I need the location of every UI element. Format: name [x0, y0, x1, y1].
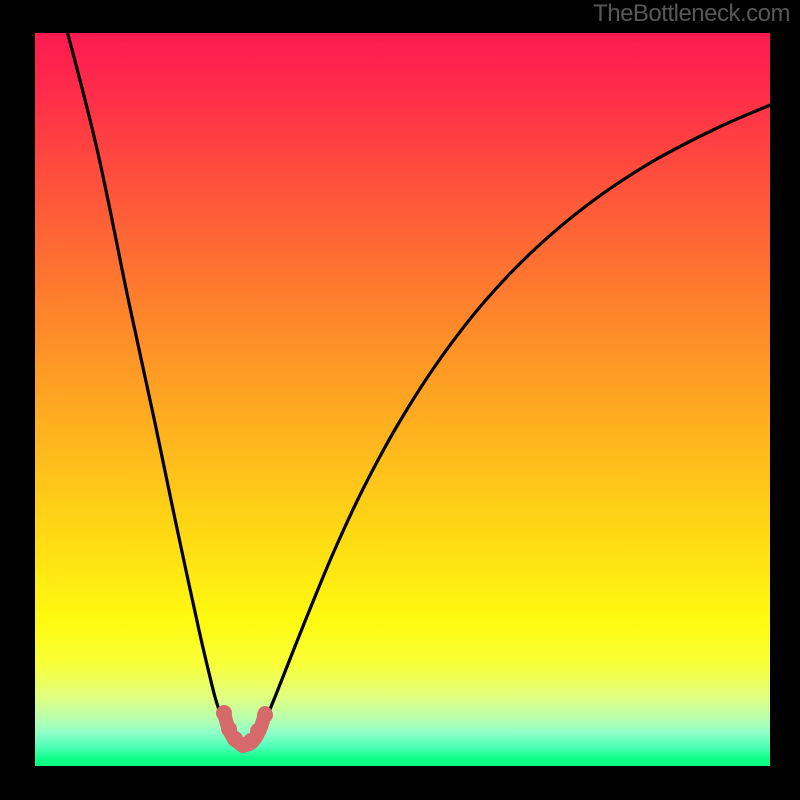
dip-dot [216, 705, 232, 721]
plot-svg [35, 33, 770, 766]
dip-dot [250, 723, 266, 739]
plot-area [35, 33, 770, 766]
watermark-text: TheBottleneck.com [593, 0, 790, 28]
dip-dot [257, 707, 273, 723]
chart-frame: TheBottleneck.com [0, 0, 800, 800]
